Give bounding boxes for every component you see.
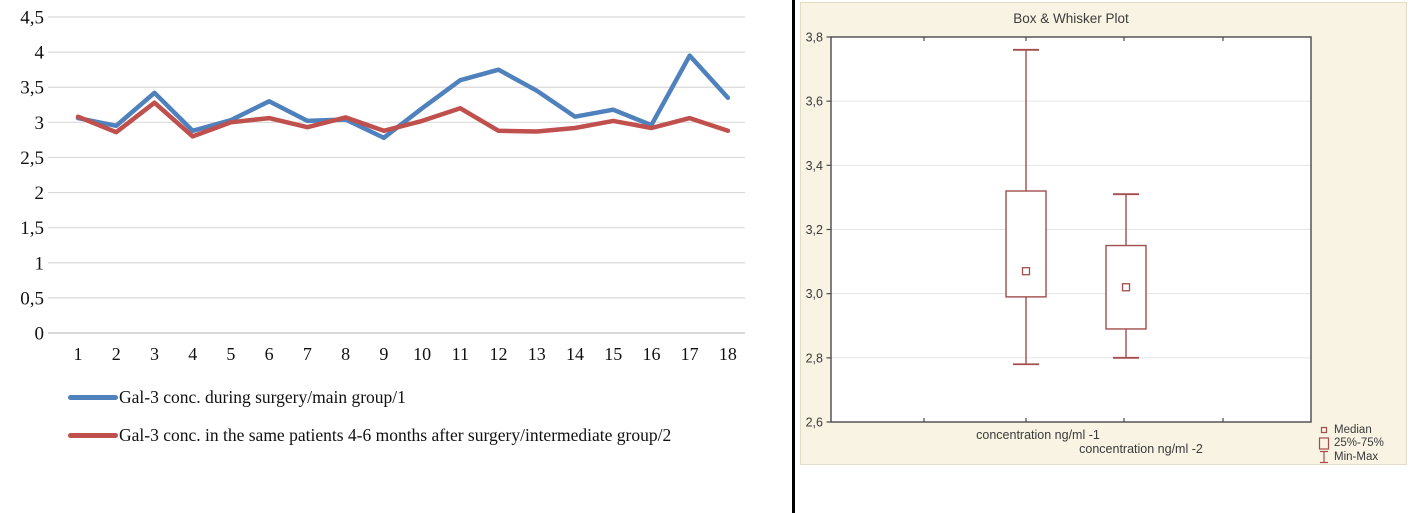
y-axis-tick-label: 3,4 xyxy=(806,159,823,173)
box-range-icon xyxy=(1317,437,1331,450)
legend-median-label: Median xyxy=(1334,423,1372,436)
category-label-1: concentration ng/ml -1 xyxy=(976,428,1100,442)
median-marker xyxy=(1121,283,1131,292)
series-1-label: Gal-3 conc. during surgery/main group/1 xyxy=(119,386,406,407)
y-axis-tick-label: 4 xyxy=(35,43,45,64)
x-axis-tick-label: 7 xyxy=(303,344,312,364)
legend-row-series-2: Gal-3 conc. in the same patients 4-6 mon… xyxy=(68,424,671,446)
x-axis-tick-label: 5 xyxy=(226,344,235,364)
series-2-label: Gal-3 conc. in the same patients 4-6 mon… xyxy=(119,424,672,445)
x-axis-tick-label: 6 xyxy=(265,344,274,364)
y-axis-tick-label: 2 xyxy=(35,183,45,204)
y-axis-tick-label: 1,5 xyxy=(20,218,44,239)
x-axis-tick-label: 13 xyxy=(528,344,546,364)
line-series-1 xyxy=(75,53,731,141)
y-axis-tick-label: 2,6 xyxy=(806,416,823,430)
legend-box-label: 25%-75% xyxy=(1334,437,1384,450)
category-label-2: concentration ng/ml -2 xyxy=(1079,442,1203,456)
y-axis-tick-label: 3,2 xyxy=(806,223,823,237)
series-2-line-swatch xyxy=(68,432,118,438)
whisker-range-icon xyxy=(1317,450,1331,464)
legend-row-minmax: Min-Max xyxy=(1317,450,1384,464)
y-axis-tick-label: 1 xyxy=(35,253,45,274)
median-marker-icon xyxy=(1317,426,1331,434)
legend-row-median: Median xyxy=(1317,423,1384,437)
x-axis-tick-label: 16 xyxy=(642,344,660,364)
y-axis-tick-label: 0,5 xyxy=(20,288,44,309)
y-axis-tick-label: 3,0 xyxy=(806,287,823,301)
legend-minmax-label: Min-Max xyxy=(1334,450,1379,463)
line-series-2 xyxy=(75,100,731,139)
x-axis-tick-label: 1 xyxy=(74,344,83,364)
line-chart: 00,511,522,533,544,51 2 3 4 5 6 7 8 9 10 11 12 13 14 1… xyxy=(20,8,745,364)
y-axis-tick-label: 3,8 xyxy=(806,31,823,45)
legend-row-series-1: Gal-3 conc. during surgery/main group/1 xyxy=(68,386,671,408)
box-plot-title: Box & Whisker Plot xyxy=(1013,11,1129,26)
x-axis-tick-label: 14 xyxy=(566,344,584,364)
y-axis-tick-label: 3 xyxy=(35,113,45,134)
box-plot-legend: Median 25%-75% Min-Max xyxy=(1317,423,1384,464)
x-axis-tick-label: 11 xyxy=(452,344,469,364)
y-axis-tick-label: 2,8 xyxy=(806,351,823,365)
x-axis-tick-label: 17 xyxy=(681,344,699,364)
x-axis-tick-label: 9 xyxy=(379,344,388,364)
y-axis-tick-label: 0 xyxy=(35,324,45,345)
x-axis-tick-label: 2 xyxy=(112,344,121,364)
x-axis-tick-label: 8 xyxy=(341,344,350,364)
median-marker xyxy=(1021,267,1031,276)
x-axis-tick-label: 4 xyxy=(188,344,197,364)
y-axis-tick-label: 2,5 xyxy=(20,148,44,169)
x-axis-tick-label: 12 xyxy=(490,344,508,364)
line-chart-legend: Gal-3 conc. during surgery/main group/1 … xyxy=(68,386,671,462)
box-plot: 2,6 2,8 3,0 3,2 3,4 3,6 3,8 xyxy=(806,31,1312,430)
panel-divider-line xyxy=(792,0,795,513)
plot-border xyxy=(830,36,1312,423)
series-1-line-swatch xyxy=(68,394,118,400)
legend-row-box: 25%-75% xyxy=(1317,437,1384,451)
x-axis-tick-label: 15 xyxy=(604,344,622,364)
x-axis-tick-label: 10 xyxy=(413,344,431,364)
iqr-box xyxy=(1005,190,1047,298)
y-axis-tick-label: 3,5 xyxy=(20,78,44,99)
x-axis-tick-label: 18 xyxy=(719,344,737,364)
x-axis-tick-label: 3 xyxy=(150,344,159,364)
y-axis-tick-label: 4,5 xyxy=(20,8,44,29)
y-axis-tick-label: 3,6 xyxy=(806,95,823,109)
box-whisker-panel: Box & Whisker Plot 2,6 2,8 3,0 3,2 3,4 3,6 3,8… xyxy=(800,2,1407,465)
